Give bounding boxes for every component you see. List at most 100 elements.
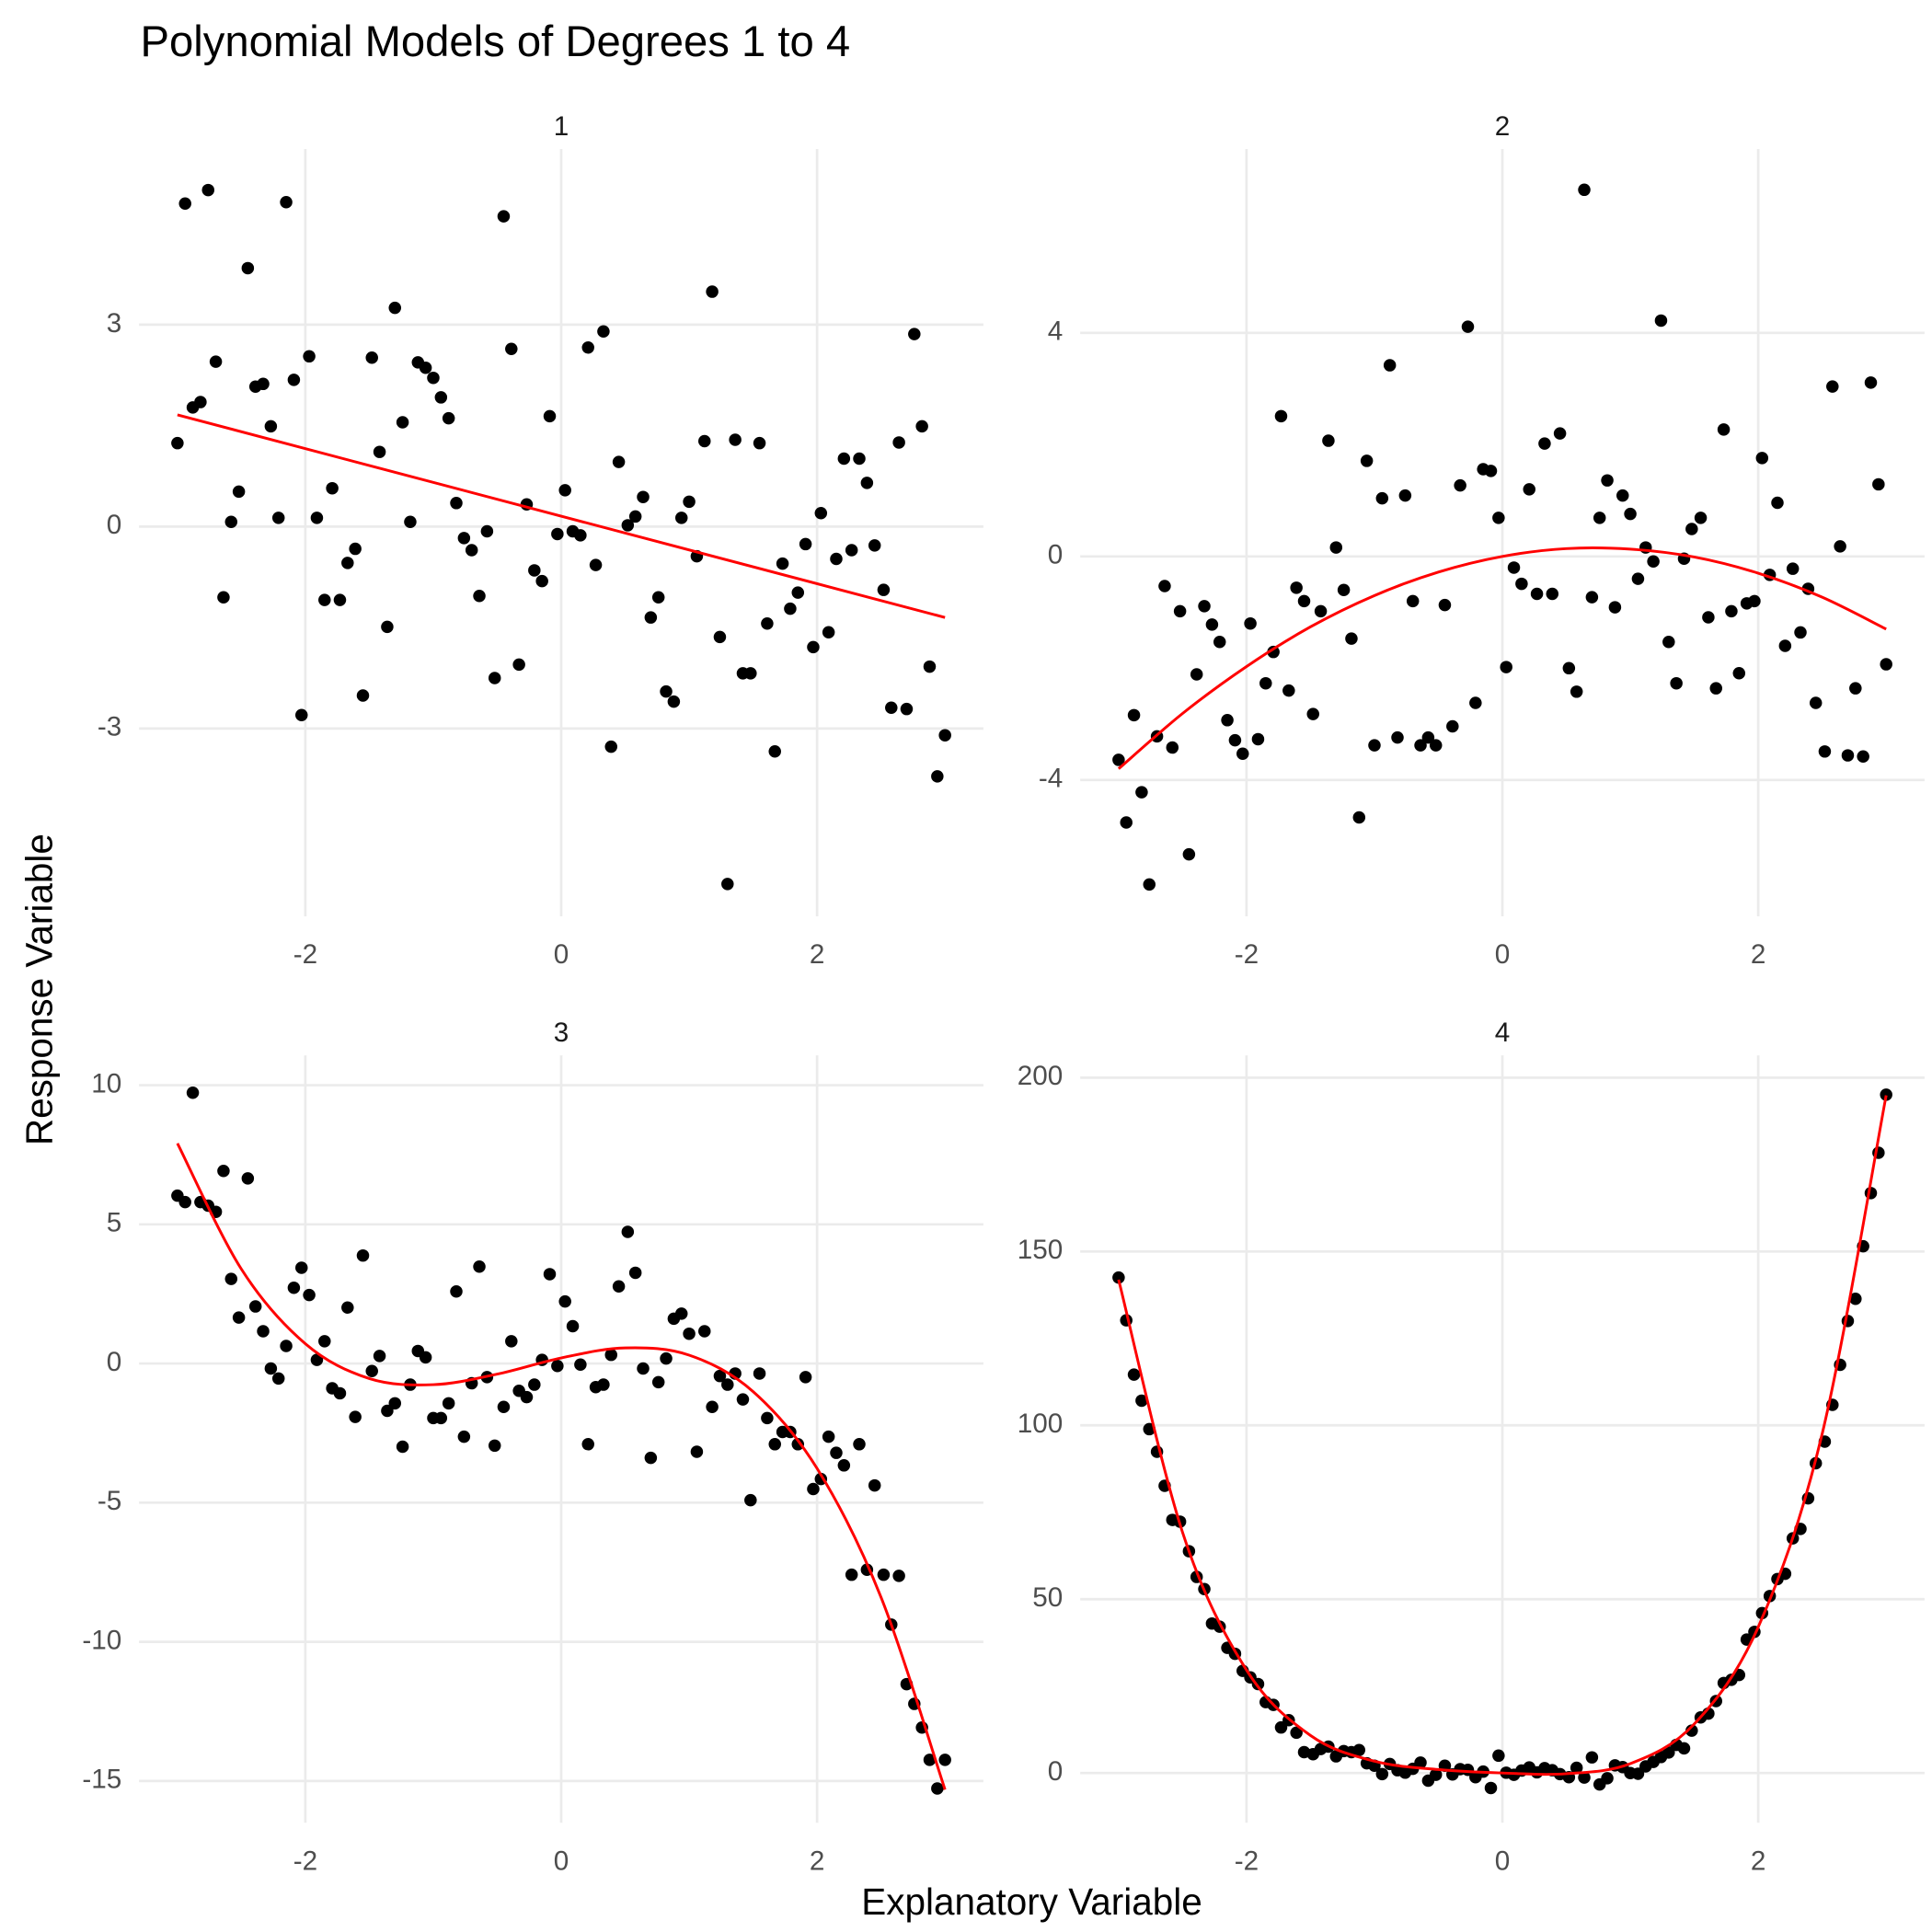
point — [264, 1362, 278, 1375]
point — [830, 1446, 843, 1459]
point — [1685, 1724, 1698, 1737]
point — [209, 355, 223, 368]
x-tick-label: 0 — [1495, 939, 1511, 970]
point — [465, 544, 478, 557]
y-tick-label: -15 — [82, 1765, 121, 1795]
point — [791, 586, 805, 599]
point — [551, 1360, 564, 1373]
point — [1484, 1781, 1498, 1795]
point — [1694, 512, 1708, 524]
point — [1290, 1726, 1303, 1740]
point — [1375, 491, 1389, 505]
point — [1429, 1768, 1443, 1781]
point — [877, 1568, 891, 1581]
point — [1553, 427, 1567, 440]
point — [450, 1284, 463, 1298]
point — [1601, 1772, 1614, 1785]
point — [1826, 380, 1839, 393]
point — [753, 1367, 766, 1380]
point — [497, 210, 511, 223]
point — [512, 658, 525, 672]
point — [892, 436, 905, 449]
point — [318, 593, 331, 606]
point — [1438, 598, 1452, 612]
point — [505, 342, 518, 355]
point — [744, 667, 757, 680]
point — [660, 684, 673, 698]
y-axis-title: Response Variable — [18, 834, 61, 1145]
point — [900, 702, 914, 716]
point — [604, 1348, 618, 1362]
x-tick-label: 0 — [554, 1846, 569, 1876]
point — [830, 552, 843, 566]
point — [1143, 878, 1156, 891]
point — [1834, 540, 1846, 553]
point — [660, 1351, 673, 1365]
point — [822, 626, 835, 639]
point — [713, 1369, 727, 1383]
point — [566, 1319, 580, 1333]
point — [241, 261, 255, 275]
point — [1127, 1368, 1141, 1381]
point — [853, 1438, 866, 1451]
point — [232, 485, 246, 499]
point — [1654, 314, 1668, 328]
point — [1182, 847, 1196, 861]
point — [1794, 626, 1807, 639]
point — [404, 515, 417, 529]
point — [241, 1172, 255, 1185]
point — [1670, 676, 1683, 690]
point — [1880, 1088, 1892, 1101]
point — [574, 1358, 587, 1372]
point — [1538, 437, 1551, 450]
point — [644, 1451, 658, 1465]
point — [1601, 474, 1614, 487]
point — [931, 770, 944, 783]
point — [303, 1288, 316, 1302]
point — [604, 740, 618, 753]
point — [1849, 1292, 1862, 1305]
point — [1702, 611, 1715, 624]
point — [450, 497, 463, 510]
fit-line — [177, 413, 946, 619]
point — [1236, 747, 1249, 760]
point — [1469, 696, 1482, 709]
point — [388, 1397, 402, 1410]
point — [721, 1378, 734, 1391]
point — [1507, 561, 1521, 574]
point — [1352, 1743, 1366, 1756]
point — [1570, 1761, 1583, 1775]
point — [373, 445, 386, 458]
point — [171, 436, 184, 450]
point — [434, 1411, 448, 1425]
chart-title: Polynomial Models of Degrees 1 to 4 — [141, 17, 851, 66]
point — [1717, 423, 1731, 436]
y-tick-label: -10 — [82, 1625, 121, 1655]
point — [287, 374, 301, 386]
point — [1267, 645, 1280, 659]
point — [1748, 594, 1761, 608]
point — [271, 1372, 285, 1386]
point — [768, 1438, 781, 1451]
point — [628, 1266, 642, 1280]
point — [1429, 739, 1443, 752]
point — [1492, 512, 1505, 524]
point — [318, 1335, 331, 1348]
y-tick-label: 5 — [107, 1208, 122, 1238]
point — [271, 512, 285, 524]
point — [1228, 733, 1242, 747]
point — [791, 1438, 805, 1451]
panel-title: 3 — [554, 1018, 569, 1048]
point — [1454, 478, 1466, 492]
point — [1329, 541, 1343, 554]
point — [1662, 1746, 1675, 1759]
point — [667, 695, 681, 708]
point — [427, 371, 440, 385]
point — [1421, 730, 1435, 744]
point — [373, 1350, 386, 1363]
y-tick-label: 200 — [1018, 1061, 1064, 1091]
point — [1135, 786, 1148, 799]
fit-line — [1117, 1095, 1888, 1777]
point — [217, 591, 230, 604]
point — [698, 434, 711, 448]
